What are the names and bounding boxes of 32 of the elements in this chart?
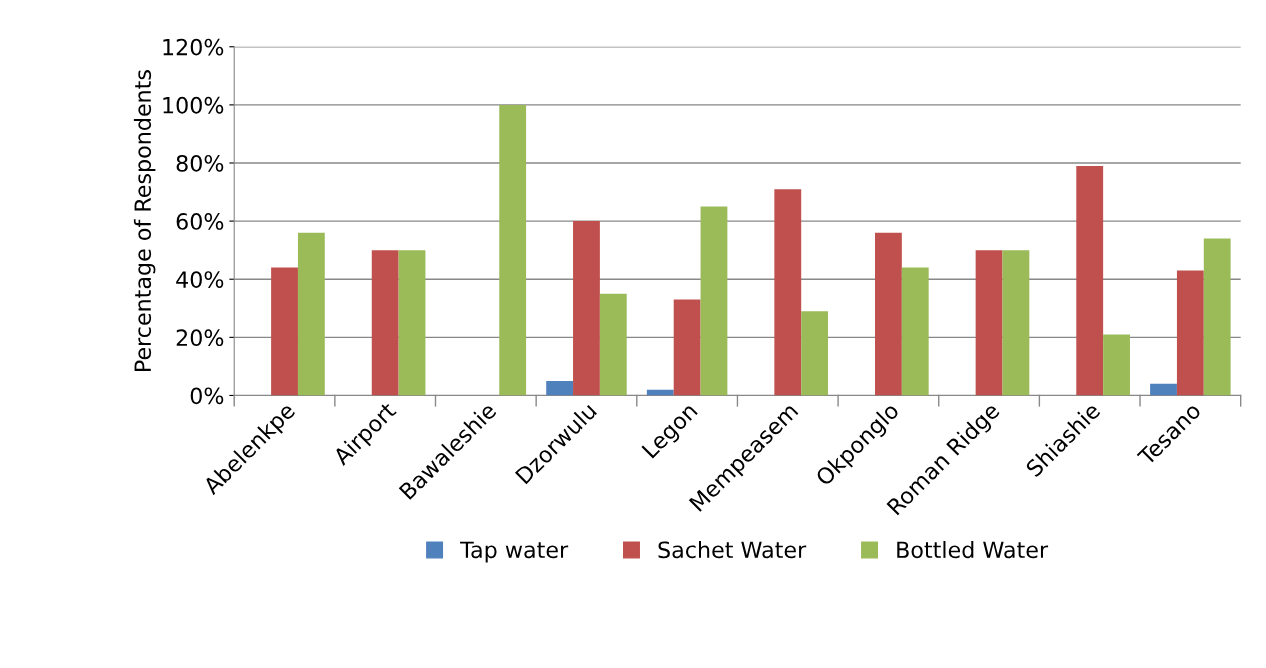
bar xyxy=(1103,334,1130,396)
legend-label: Tap water xyxy=(460,541,569,563)
bar xyxy=(801,311,829,396)
y-tick-label: 100% xyxy=(163,96,224,114)
legend-label: Sachet Water xyxy=(658,540,807,559)
bar xyxy=(774,189,802,396)
bar xyxy=(901,267,929,396)
y-tick-label: 120% xyxy=(163,38,224,56)
bar xyxy=(1076,165,1104,396)
bar xyxy=(1203,238,1231,396)
bar xyxy=(573,221,600,396)
bar xyxy=(975,250,1003,396)
bar xyxy=(599,293,627,396)
bar xyxy=(673,299,701,396)
bar xyxy=(546,380,574,396)
y-tick-label: 80% xyxy=(176,154,224,172)
bar xyxy=(499,104,527,396)
y-tick-label: 60% xyxy=(176,213,224,230)
bar xyxy=(700,206,728,396)
y-tick-label: 20% xyxy=(176,329,224,347)
bar xyxy=(1150,383,1177,396)
bar xyxy=(1002,250,1030,396)
bar xyxy=(875,232,902,396)
bar xyxy=(371,250,399,396)
bar xyxy=(398,250,426,396)
bar xyxy=(271,267,298,396)
bar xyxy=(1176,270,1204,396)
y-tick-label: 40% xyxy=(176,271,224,288)
y-tick-label: 0% xyxy=(190,387,224,405)
y-axis-title: Percentage of Respondents xyxy=(133,70,156,372)
bar xyxy=(297,232,325,396)
legend-label: Bottled Water xyxy=(897,540,1049,559)
